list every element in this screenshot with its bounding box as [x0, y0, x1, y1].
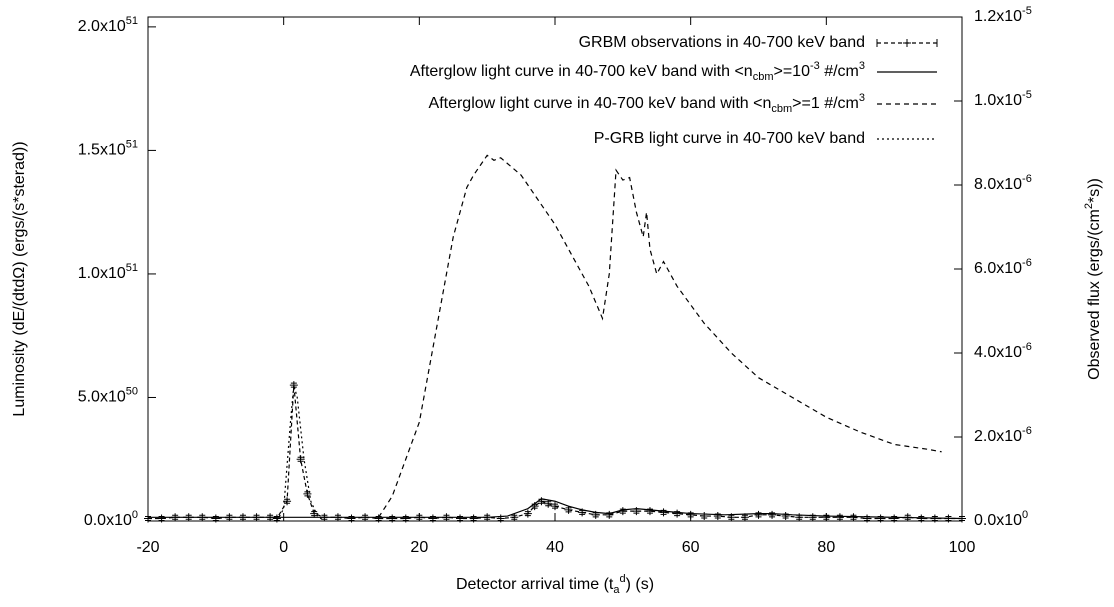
data-point	[591, 510, 600, 519]
data-point	[530, 502, 539, 511]
series-line	[378, 154, 942, 518]
data-point	[835, 513, 844, 522]
data-point	[863, 514, 872, 523]
y-tick-label: 5.0x1050	[78, 385, 138, 405]
legend-label: GRBM observations in 40-700 keV band	[579, 34, 865, 51]
data-point	[849, 513, 858, 522]
data-point	[768, 510, 777, 519]
data-point	[523, 509, 532, 518]
y2-tick-label: 6.0x10-6	[974, 257, 1032, 277]
y2-tick-label: 0.0x100	[974, 509, 1028, 529]
data-point	[272, 514, 281, 523]
legend-label: Afterglow light curve in 40-700 keV band…	[410, 60, 865, 83]
x-tick-label: -20	[136, 539, 159, 556]
data-point	[632, 507, 641, 516]
data-point	[686, 510, 695, 519]
y-axis-title: Luminosity (dE/(dtdΩ) (ergs/(s*sterad))	[11, 141, 28, 416]
x-tick-label: 80	[817, 539, 835, 556]
y-tick-label: 1.5x1051	[78, 138, 138, 158]
legend-label: Afterglow light curve in 40-700 keV band…	[429, 92, 865, 115]
series-line	[148, 385, 962, 520]
data-point	[673, 509, 682, 518]
data-point	[795, 513, 804, 522]
y2-tick-label: 2.0x10-6	[974, 425, 1032, 445]
data-point	[578, 508, 587, 517]
data-point	[781, 512, 790, 521]
y-tick-label: 0.0x100	[84, 509, 138, 529]
x-tick-label: 60	[682, 539, 700, 556]
x-tick-label: 20	[410, 539, 428, 556]
data-point	[456, 514, 465, 523]
data-point	[144, 514, 152, 523]
x-tick-label: 40	[546, 539, 564, 556]
data-point	[605, 510, 614, 519]
data-point	[876, 514, 885, 523]
data-point	[496, 514, 505, 523]
series-line	[276, 384, 325, 522]
data-point	[727, 513, 736, 522]
data-point	[740, 513, 749, 522]
data-point	[713, 512, 722, 521]
series-line	[148, 498, 963, 520]
data-point	[551, 502, 559, 511]
y2-tick-label: 4.0x10-6	[974, 341, 1032, 361]
legend-label: P-GRB light curve in 40-700 keV band	[594, 130, 865, 147]
data-point	[645, 507, 654, 516]
x-tick-label: 100	[949, 539, 976, 556]
data-point	[296, 455, 305, 464]
x-tick-label: 0	[279, 539, 288, 556]
data-point	[157, 514, 166, 523]
data-point	[537, 497, 546, 506]
plot-frame	[147, 16, 963, 522]
data-point	[659, 508, 668, 517]
data-point	[211, 514, 220, 523]
data-point	[544, 499, 553, 508]
data-point	[310, 509, 319, 518]
data-point	[510, 513, 519, 522]
y2-tick-label: 1.2x10-5	[974, 5, 1032, 25]
data-point	[283, 497, 292, 506]
y-tick-label: 2.0x1051	[78, 15, 138, 35]
data-point	[401, 514, 410, 523]
data-point	[388, 514, 397, 523]
y2-tick-label: 1.0x10-5	[974, 89, 1032, 109]
data-point	[289, 381, 298, 390]
data-point	[754, 510, 763, 519]
y2-axis-title: Observed flux (ergs/(cm2*s))	[1083, 178, 1103, 380]
data-point	[808, 513, 817, 522]
data-point	[347, 514, 356, 523]
legend-marker	[876, 39, 938, 47]
data-point	[564, 505, 573, 514]
data-point	[618, 507, 627, 516]
data-point	[917, 514, 926, 523]
data-point	[374, 514, 383, 523]
y-tick-label: 1.0x1051	[78, 262, 138, 282]
data-point	[822, 513, 831, 522]
data-point	[428, 514, 437, 523]
y2-tick-label: 8.0x10-6	[974, 173, 1032, 193]
x-axis-title: Detector arrival time (tad) (s)	[456, 573, 654, 596]
data-point	[303, 489, 312, 498]
data-point	[700, 512, 709, 521]
data-point	[890, 514, 899, 523]
data-point	[469, 514, 478, 523]
